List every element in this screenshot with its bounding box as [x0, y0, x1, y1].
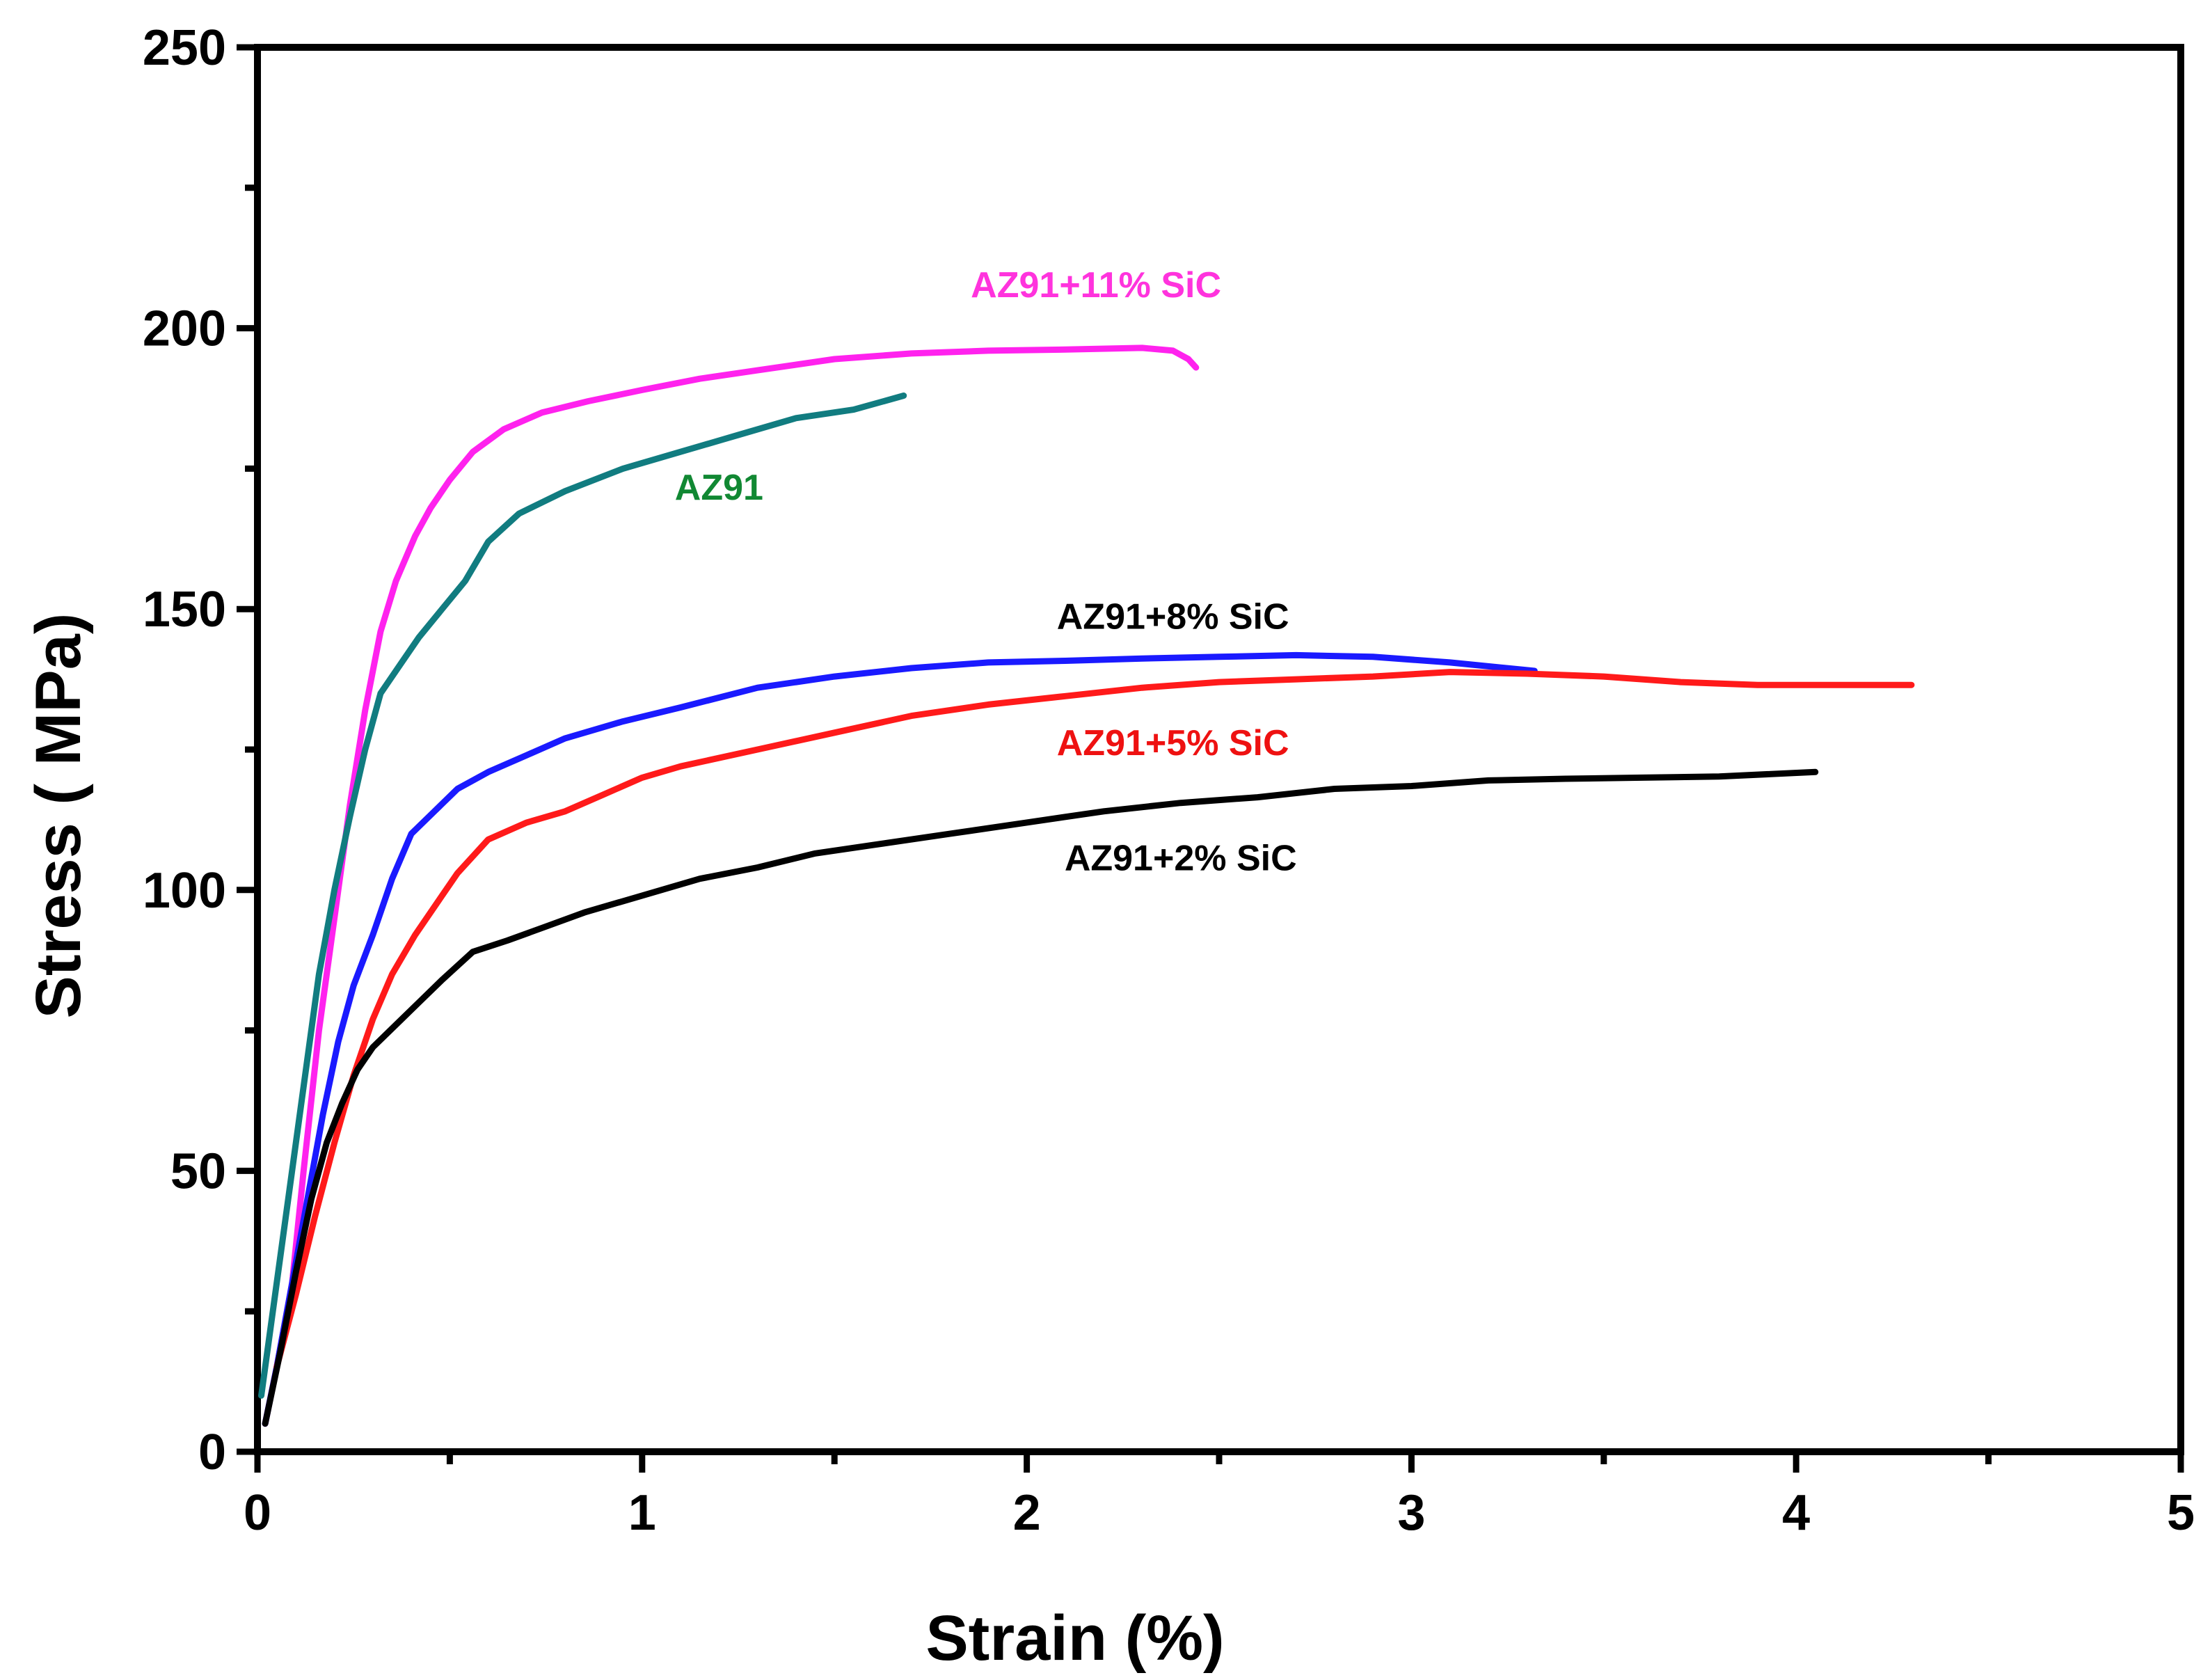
series-label-1: AZ91: [675, 468, 763, 508]
x-tick-label: 1: [628, 1485, 656, 1541]
series-line-4: [262, 768, 1819, 1427]
x-tick-label: 2: [1013, 1485, 1041, 1541]
y-tick-label: 150: [143, 582, 226, 637]
x-tick-label: 0: [244, 1485, 271, 1541]
y-tick-label: 200: [143, 301, 226, 357]
series-labels: AZ91+11% SiC AZ91 AZ91+8% SiC AZ91+5% SiC AZ…: [675, 265, 1297, 878]
series-label-4: AZ91+2% SiC: [1065, 839, 1297, 879]
series-label-2: AZ91+8% SiC: [1057, 596, 1289, 637]
series-line-3: [273, 669, 1915, 1371]
series-line-0: [262, 344, 1200, 1427]
series-label-0: AZ91+11% SiC: [971, 265, 1221, 306]
y-tick-label: 250: [143, 20, 226, 76]
y-tick-label: 50: [170, 1143, 226, 1199]
series-line-2: [262, 651, 1538, 1427]
series-line-1: [258, 393, 907, 1399]
x-axis-title: Strain (%): [925, 1603, 1224, 1674]
y-tick-label: 0: [198, 1425, 226, 1480]
x-tick-label: 3: [1397, 1485, 1425, 1541]
y-axis-title: Stress ( MPa): [23, 613, 94, 1019]
series-lines: [258, 344, 1915, 1427]
y-axis-ticks: 0 50 100 150 200 250: [143, 20, 257, 1480]
x-tick-label: 4: [1782, 1485, 1810, 1541]
y-tick-label: 100: [143, 863, 226, 919]
x-tick-label: 5: [2167, 1485, 2195, 1541]
series-label-3: AZ91+5% SiC: [1057, 723, 1289, 763]
x-axis-ticks: 0 1 2 3 4 5: [244, 1452, 2195, 1541]
